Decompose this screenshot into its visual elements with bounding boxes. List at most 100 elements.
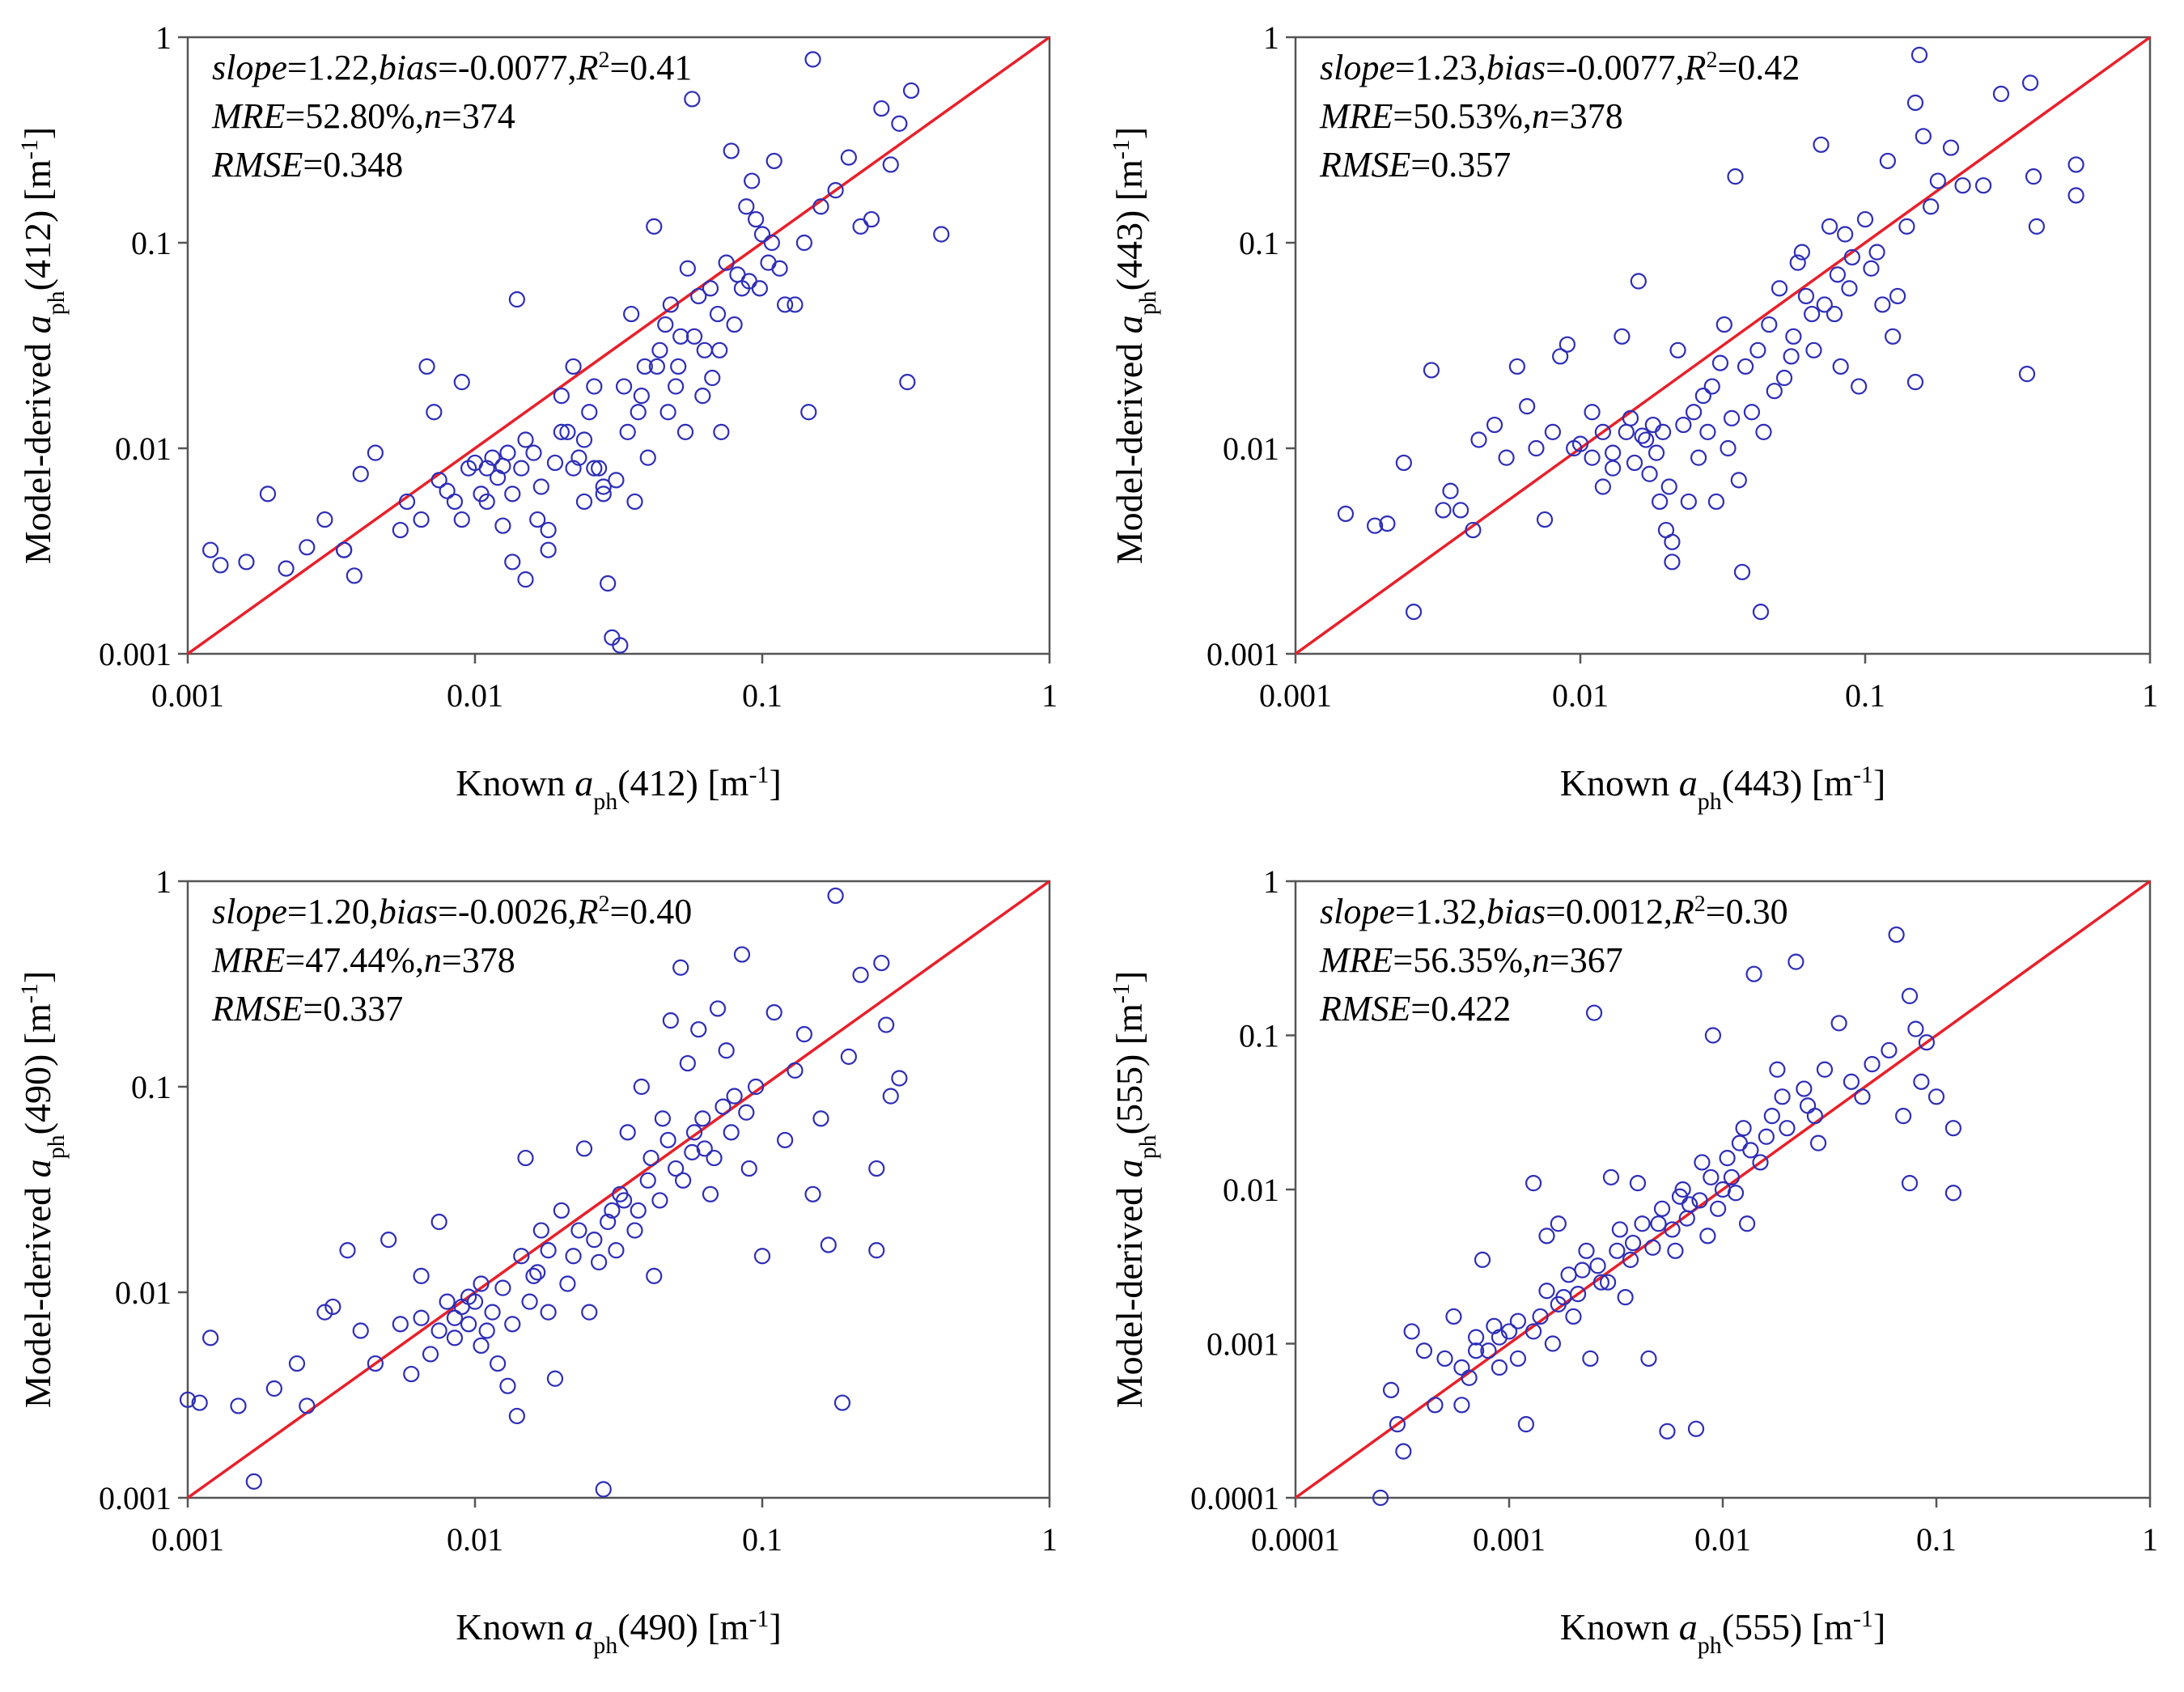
data-point [1889,287,1906,305]
data-point [1907,1020,1924,1037]
data-point [827,182,844,199]
data-point [1944,1185,1962,1202]
data-point [1474,1251,1491,1268]
data-point [484,1304,501,1321]
data-point [902,82,920,100]
data-point [575,493,593,511]
data-point [1774,1088,1791,1105]
data-point [1816,1061,1834,1078]
data-point [1906,94,1924,112]
data-point [715,1098,732,1115]
data-point [1685,404,1703,421]
data-point [453,374,470,391]
data-point [1660,478,1677,495]
y-tick-label: 1 [1263,19,1279,56]
data-point [1954,177,1971,194]
data-point [1771,280,1788,297]
data-point [1885,328,1902,345]
data-point [1525,1323,1542,1340]
data-point [726,316,743,333]
data-point [513,460,530,477]
data-point [630,404,647,421]
identity-line [1294,880,2152,1499]
data-point [546,454,564,472]
data-point [1723,1168,1741,1186]
data-point [1605,460,1622,477]
scatter-chart-3: 0.001 0.01 0.1 1 0.001 0.01 0.1 1 slope=1.20,bia… [16,863,1058,1659]
data-point [1901,987,1919,1004]
data-point [604,629,621,646]
data-point [1337,505,1355,523]
data-point [1648,444,1665,461]
data-point [1634,427,1651,444]
x-tick-label: 1 [1041,1521,1058,1558]
data-point [694,388,711,405]
x-axis-label: Known aph(443) [m-1] [1560,761,1886,815]
data-point [1435,502,1452,519]
data-point [726,1088,743,1105]
scatter-panel-1: 0.001 0.01 0.1 1 0.001 0.01 0.1 1 slope=1.22,bia… [0,0,1092,844]
scatter-points [1372,926,1962,1507]
data-point [619,1124,636,1141]
data-point [1585,1004,1603,1021]
x-tick-label: 0.001 [151,677,224,714]
data-point [1761,316,1778,333]
data-point [1763,1108,1780,1125]
data-point [1389,1416,1406,1433]
data-point [1841,280,1858,297]
data-point [763,234,780,252]
data-point [490,1355,507,1372]
data-point [1752,604,1770,621]
identity-line [1294,36,2152,655]
data-point [546,1370,564,1387]
data-point [575,431,593,448]
y-tick-label: 1 [1263,863,1279,900]
scatter-chart-1: 0.001 0.01 0.1 1 0.001 0.01 0.1 1 slope=1.22,bia… [16,19,1058,815]
data-point [1638,431,1655,448]
data-point [367,1355,384,1372]
data-point [1640,1350,1657,1368]
data-point [812,198,829,215]
data-point [679,260,696,277]
x-tick-label: 0.01 [447,1521,503,1558]
data-point [398,493,416,511]
data-point [630,1202,647,1219]
data-point [615,1192,633,1209]
stats-line-3: RMSE=0.357 [1319,145,1511,184]
data-point [777,296,794,313]
data-point [460,1288,477,1305]
data-point [1727,168,1744,185]
data-point [1806,1108,1823,1125]
data-point [532,478,549,495]
stats-line-3: RMSE=0.337 [211,989,403,1028]
data-point [795,1026,812,1043]
data-point [1723,409,1741,426]
data-point [1382,1381,1400,1398]
data-point [521,1293,538,1310]
data-point [619,423,636,440]
data-point [820,1236,837,1253]
y-axis-label: Model-derived aph(490) [m-1] [16,971,70,1408]
data-point [863,210,880,228]
data-point [591,460,608,477]
data-point [648,358,665,375]
data-point [1775,369,1793,387]
y-tick-label: 1 [155,863,172,900]
data-point [245,1473,262,1490]
x-tick-label: 0.1 [742,1521,782,1558]
data-point [473,1275,490,1292]
data-point [540,521,557,539]
data-point [1617,1289,1634,1306]
data-point [1929,172,1946,189]
data-point [765,152,782,170]
data-point [565,460,582,477]
data-point [1599,1274,1617,1291]
data-point [787,1062,804,1079]
data-point [288,1355,306,1372]
data-point [1453,1359,1470,1376]
data-point [1927,1088,1945,1105]
scatter-panel-3: 0.001 0.01 0.1 1 0.001 0.01 0.1 1 slope=1.20,bia… [0,844,1092,1688]
data-point [668,1160,685,1177]
data-point [1758,1128,1775,1145]
data-point [1500,1323,1518,1340]
